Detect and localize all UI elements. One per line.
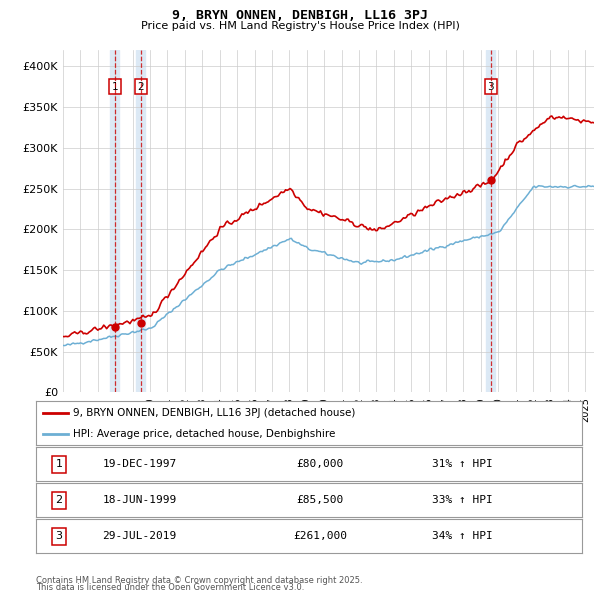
Text: 3: 3 [487,82,494,92]
Text: 1: 1 [112,82,118,92]
Text: HPI: Average price, detached house, Denbighshire: HPI: Average price, detached house, Denb… [73,428,335,438]
Bar [487,50,495,392]
Text: 3: 3 [55,532,62,541]
Text: Price paid vs. HM Land Registry's House Price Index (HPI): Price paid vs. HM Land Registry's House … [140,21,460,31]
Text: 2: 2 [55,496,62,505]
Text: 2: 2 [137,82,144,92]
Text: This data is licensed under the Open Government Licence v3.0.: This data is licensed under the Open Gov… [36,584,304,590]
Text: 29-JUL-2019: 29-JUL-2019 [103,532,177,541]
Text: 1: 1 [55,460,62,469]
Text: 18-JUN-1999: 18-JUN-1999 [103,496,177,505]
Bar [110,50,119,392]
Text: £80,000: £80,000 [296,460,344,469]
Text: 9, BRYN ONNEN, DENBIGH, LL16 3PJ (detached house): 9, BRYN ONNEN, DENBIGH, LL16 3PJ (detach… [73,408,356,418]
Text: 31% ↑ HPI: 31% ↑ HPI [431,460,492,469]
Text: £261,000: £261,000 [293,532,347,541]
Text: 33% ↑ HPI: 33% ↑ HPI [431,496,492,505]
Bar [136,50,145,392]
Text: 19-DEC-1997: 19-DEC-1997 [103,460,177,469]
Text: Contains HM Land Registry data © Crown copyright and database right 2025.: Contains HM Land Registry data © Crown c… [36,576,362,585]
Text: 34% ↑ HPI: 34% ↑ HPI [431,532,492,541]
Text: 9, BRYN ONNEN, DENBIGH, LL16 3PJ: 9, BRYN ONNEN, DENBIGH, LL16 3PJ [172,9,428,22]
Text: £85,500: £85,500 [296,496,344,505]
